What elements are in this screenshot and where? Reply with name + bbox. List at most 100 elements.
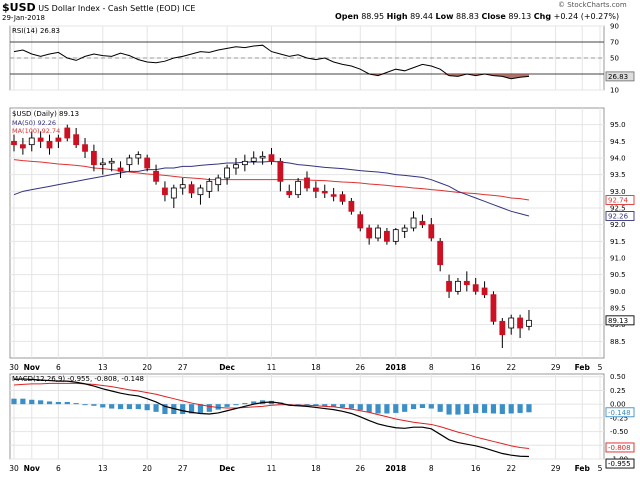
- candle-body: [64, 127, 71, 139]
- x-axis-label-Nov: Nov: [24, 363, 40, 372]
- candle-body: [286, 190, 293, 196]
- macd-hist-bar: [144, 404, 150, 411]
- candle-body: [55, 137, 62, 142]
- x-axis-label-Dec: Dec: [219, 464, 235, 473]
- candle-body: [384, 230, 390, 242]
- macd-tick-label: 0.00: [610, 401, 626, 409]
- candle-body: [517, 317, 523, 329]
- x-axis-label-30: 30: [9, 363, 19, 372]
- x-axis-label-13: 13: [98, 464, 108, 473]
- macd-hist-bar: [38, 400, 44, 405]
- macd-hist-bar: [464, 404, 470, 415]
- x-axis-label-20: 20: [142, 464, 152, 473]
- rsi-tick-label: 10: [610, 87, 619, 95]
- x-axis-label-27: 27: [178, 464, 188, 473]
- x-axis-label-27: 27: [178, 363, 188, 372]
- macd-hist-bar: [153, 404, 159, 412]
- macd-line-last-label-box: [605, 458, 635, 469]
- macd-hist-bar: [100, 404, 106, 408]
- candle-body: [277, 160, 284, 182]
- rsi-last-label: 26.83: [608, 73, 628, 81]
- price-tick-label: 91.5: [610, 238, 626, 246]
- candle-body: [428, 224, 435, 239]
- x-axis-label-16: 16: [471, 464, 481, 473]
- candle-body: [348, 200, 355, 212]
- candle-body: [268, 154, 275, 162]
- macd-hist-bar: [82, 404, 88, 406]
- candle-body: [215, 177, 222, 186]
- macd-hist-bar: [402, 404, 408, 412]
- candle-body: [259, 155, 266, 159]
- macd-title: MACD(12,26,9) -0.955, -0.808, -0.148: [12, 375, 144, 383]
- candle-body: [455, 280, 461, 292]
- macd-hist-bar: [188, 404, 195, 414]
- macd-hist-bar: [455, 404, 461, 415]
- chart-header: $USD US Dollar Index - Cash Settle (EOD)…: [2, 1, 195, 14]
- macd-hist-bar: [64, 401, 70, 405]
- candle-body: [526, 319, 532, 327]
- macd-line-last-label: -0.955: [608, 460, 631, 468]
- x-axis-label-26: 26: [355, 464, 365, 473]
- candle-body: [499, 320, 506, 336]
- x-axis-label-11: 11: [267, 363, 277, 372]
- macd-hist-bar: [508, 404, 514, 414]
- macd-tick-label: 0.25: [610, 387, 626, 395]
- x-axis-label-22: 22: [506, 363, 516, 372]
- macd-hist-bar: [339, 404, 346, 408]
- price-tick-label: 90.0: [610, 288, 626, 296]
- x-axis-label-16: 16: [471, 363, 481, 372]
- candle-body: [401, 227, 408, 232]
- candle-body: [170, 187, 177, 199]
- candle-body: [463, 280, 470, 286]
- x-axis-label-6: 6: [56, 363, 61, 372]
- candle-body: [179, 184, 186, 189]
- ma100-line: [13, 159, 530, 201]
- ma100-last-label: 92.74: [608, 197, 629, 205]
- macd-hist-bar: [366, 404, 372, 413]
- price-tick-label: 89.5: [610, 305, 626, 313]
- macd-hist-last-label-box: [605, 407, 635, 418]
- candle-body: [206, 180, 213, 192]
- macd-hist-bar: [437, 404, 443, 412]
- price-tick-label: 88.5: [610, 338, 626, 346]
- legend-ma50: MA(50) 92.26: [12, 119, 56, 127]
- macd-hist-bar: [348, 404, 354, 409]
- price-tick-label: 94.5: [610, 138, 626, 146]
- x-axis-label-Dec: Dec: [219, 363, 235, 372]
- close-last-label-box: [605, 315, 635, 326]
- ma50-last-label: 92.26: [608, 213, 629, 221]
- close-value: 89.13: [508, 12, 532, 21]
- macd-hist-bar: [446, 404, 452, 415]
- x-axis-label-8: 8: [429, 363, 434, 372]
- price-title: $USD (Daily) 89.13: [12, 110, 79, 118]
- x-axis-label-30: 30: [9, 464, 19, 473]
- candle-body: [330, 194, 337, 197]
- x-axis-label-2018: 2018: [385, 464, 406, 473]
- macd-tick-label: -0.50: [610, 428, 628, 436]
- macd-hist-bar: [499, 404, 505, 415]
- macd-hist-bar: [313, 404, 319, 406]
- macd-hist-bar: [29, 399, 35, 405]
- candle-body: [233, 164, 239, 169]
- price-tick-label: 95.0: [610, 121, 626, 129]
- ma50-last-label-box: [605, 211, 635, 221]
- x-axis-label-18: 18: [311, 464, 321, 473]
- macd-hist-bar: [126, 404, 133, 410]
- credit: © StockCharts.com: [558, 1, 627, 9]
- macd-signal-last-label-box: [605, 442, 635, 453]
- macd-hist-bar: [331, 404, 337, 407]
- macd-hist-bar: [410, 404, 417, 410]
- price-tick-label: 91.0: [610, 255, 626, 263]
- candle-body: [73, 134, 80, 146]
- macd-hist-bar: [91, 404, 97, 406]
- macd-hist-bar: [73, 403, 79, 405]
- rsi-last-box: [605, 71, 635, 82]
- macd-hist-bar: [180, 404, 186, 415]
- x-axis-label-5: 5: [598, 363, 603, 372]
- candle-body: [446, 280, 452, 292]
- macd-signal-last-label: -0.808: [608, 444, 631, 452]
- candle-body: [241, 160, 248, 166]
- open-value: 88.95: [361, 12, 385, 21]
- macd-hist-bar: [242, 403, 248, 405]
